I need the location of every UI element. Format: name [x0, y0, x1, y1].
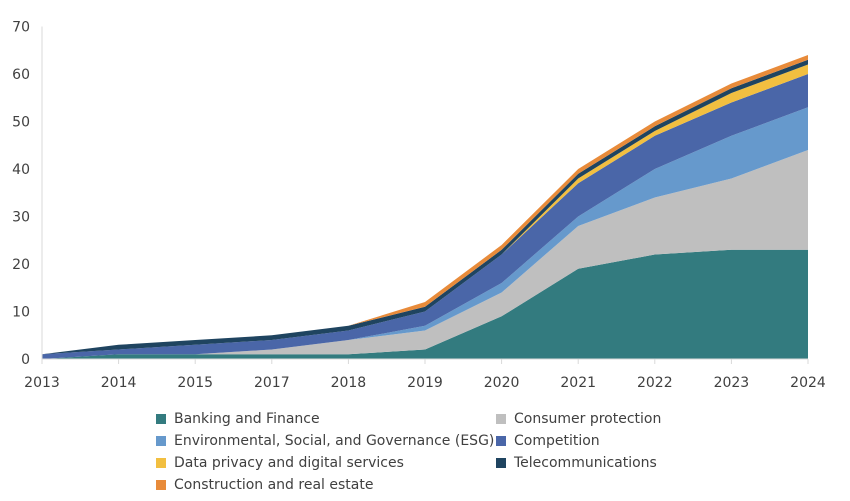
legend-label: Banking and Finance — [174, 410, 320, 427]
area-series-construction-and-real-estate — [42, 55, 808, 355]
x-tick-label: 2013 — [24, 375, 60, 391]
legend-swatch — [496, 413, 506, 424]
y-tick-label: 70 — [12, 20, 30, 36]
legend-swatch — [496, 457, 506, 468]
y-tick-label: 0 — [21, 352, 30, 368]
legend-swatch — [156, 435, 166, 446]
x-axis-tick-labels: 2013 2014 2015 2017 2018 2019 2020 2021 2022 2023… — [24, 375, 826, 391]
legend-label: Telecommunications — [514, 454, 657, 471]
y-tick-label: 20 — [12, 257, 30, 273]
x-axis-ticks — [41, 359, 809, 364]
legend-item: Banking and Finance — [156, 408, 496, 429]
area-series-banking-and-finance — [42, 249, 808, 359]
legend-swatch — [496, 435, 506, 446]
area-layer — [42, 55, 808, 359]
x-tick-label: 2021 — [560, 375, 596, 391]
legend-swatch — [156, 413, 166, 424]
legend-swatch — [156, 479, 166, 490]
y-tick-label: 50 — [12, 115, 30, 131]
y-tick-label: 10 — [12, 305, 30, 321]
legend-item: Telecommunications — [496, 452, 716, 473]
stacked-area-chart: 0 10 20 30 40 50 60 70 2013 2014 2015 2017 2018 2019… — [12, 20, 826, 392]
legend-label: Environmental, Social, and Governance (E… — [174, 432, 495, 449]
y-tick-label: 30 — [12, 210, 30, 226]
x-tick-label: 2017 — [254, 375, 290, 391]
area-series-telecommunications — [42, 59, 808, 355]
legend-item: Consumer protection — [496, 408, 716, 429]
legend-item: Data privacy and digital services — [156, 452, 496, 473]
area-series-data-privacy-and-digital-services — [42, 64, 808, 355]
y-axis-tick-labels: 0 10 20 30 40 50 60 70 — [12, 20, 30, 369]
x-tick-label: 2015 — [177, 375, 213, 391]
legend-label: Data privacy and digital services — [174, 454, 404, 471]
x-tick-label: 2018 — [331, 375, 367, 391]
x-tick-label: 2023 — [714, 375, 750, 391]
legend-item: Environmental, Social, and Governance (E… — [156, 430, 496, 451]
legend: Banking and Finance Consumer protection En… — [156, 408, 716, 495]
x-tick-label: 2020 — [484, 375, 520, 391]
x-tick-label: 2019 — [407, 375, 443, 391]
x-tick-label: 2024 — [790, 375, 826, 391]
legend-label: Construction and real estate — [174, 476, 374, 493]
y-tick-label: 40 — [12, 162, 30, 178]
legend-item: Construction and real estate — [156, 474, 496, 495]
legend-item: Competition — [496, 430, 716, 451]
legend-label: Consumer protection — [514, 410, 662, 427]
y-tick-label: 60 — [12, 67, 30, 83]
legend-swatch — [156, 457, 166, 468]
x-tick-label: 2014 — [101, 375, 137, 391]
legend-label: Competition — [514, 432, 600, 449]
area-series-consumer-protection — [42, 150, 808, 359]
x-tick-label: 2022 — [637, 375, 673, 391]
